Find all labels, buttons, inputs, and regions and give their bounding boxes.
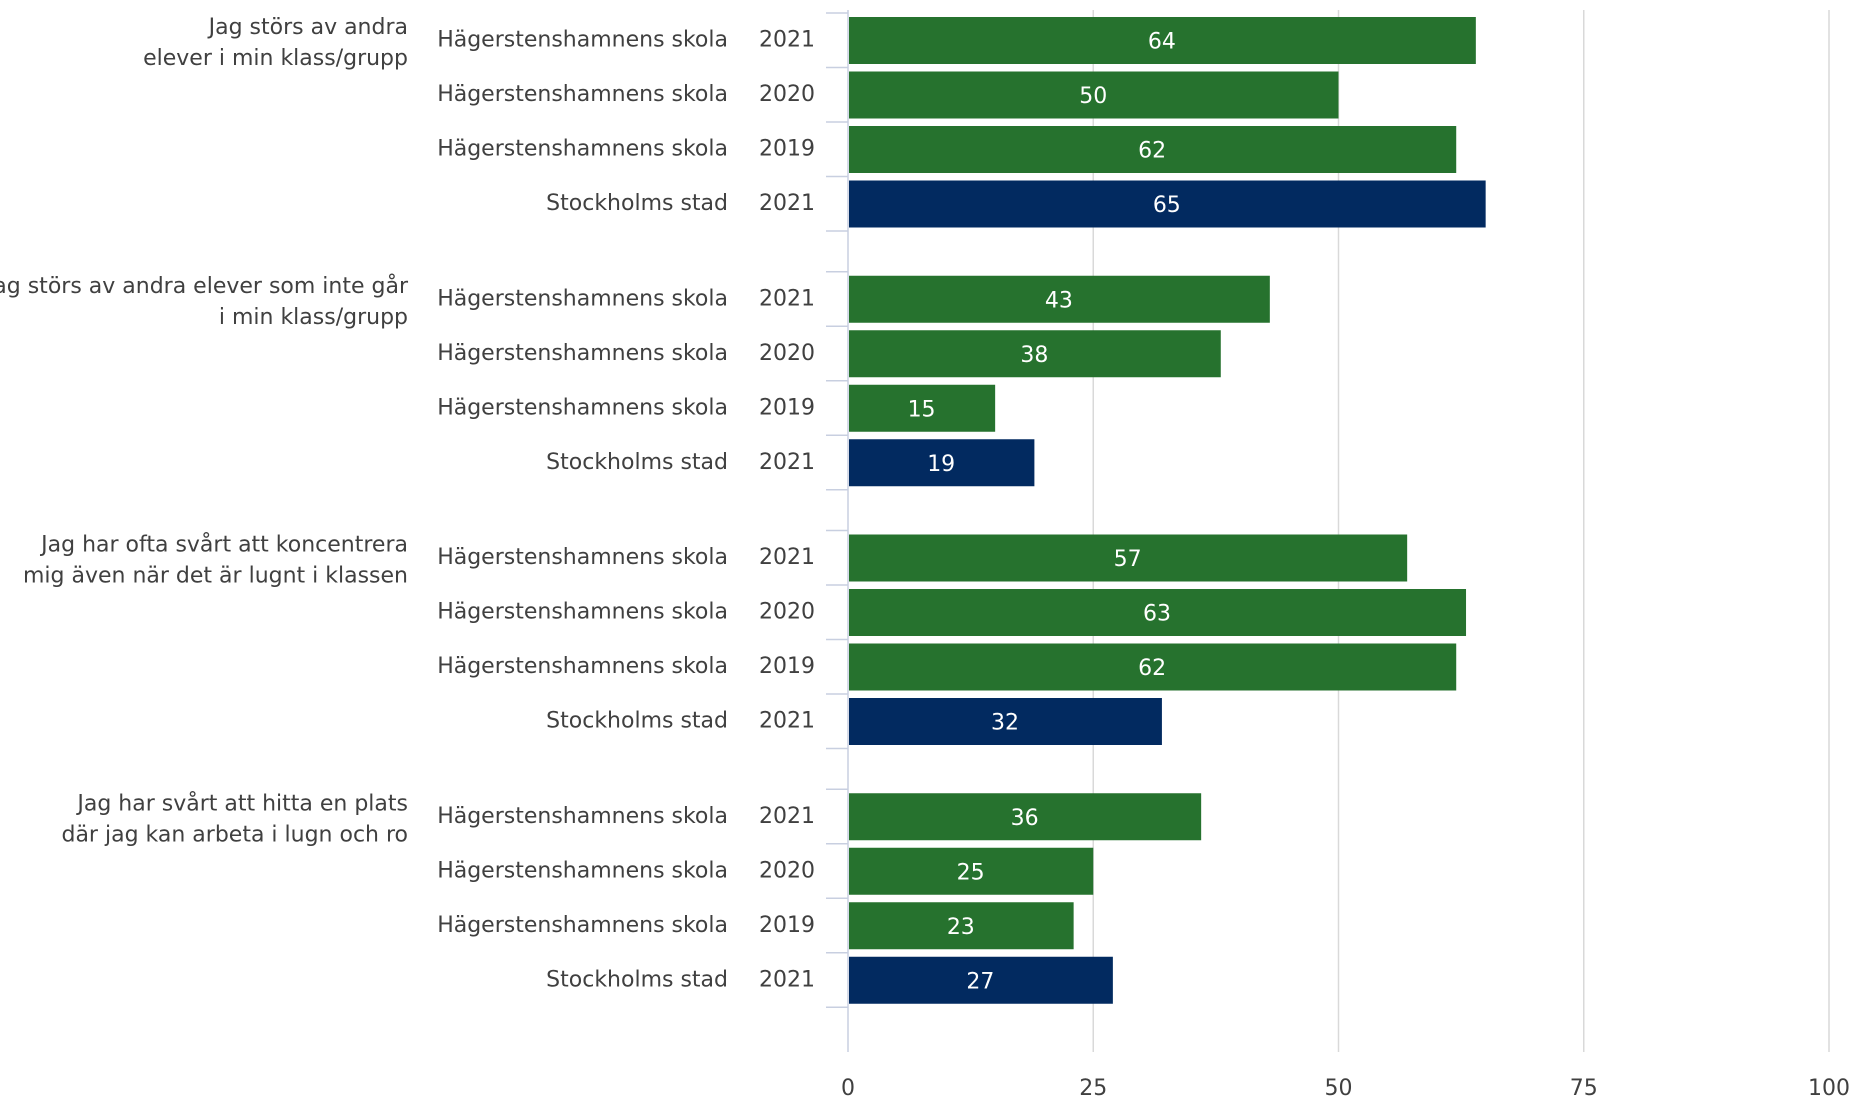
row-year-label: 2021 bbox=[759, 450, 815, 475]
bar-value-label: 65 bbox=[1153, 193, 1181, 218]
group-label: Jag störs av andra elever som inte går bbox=[0, 273, 409, 299]
row-year-label: 2021 bbox=[759, 286, 815, 311]
row-year-label: 2020 bbox=[759, 600, 815, 625]
bar-value-label: 38 bbox=[1020, 343, 1048, 368]
row-name-label: Hägerstenshamnens skola bbox=[437, 804, 728, 829]
bar bbox=[849, 534, 1408, 582]
bar bbox=[849, 643, 1457, 691]
bar bbox=[849, 180, 1486, 228]
bar bbox=[849, 71, 1339, 119]
bar bbox=[849, 589, 1467, 636]
bar-value-label: 25 bbox=[957, 860, 985, 885]
bar-value-label: 43 bbox=[1045, 288, 1073, 313]
row-year-label: 2019 bbox=[759, 654, 815, 679]
group-label: där jag kan arbeta i lugn och ro bbox=[61, 822, 408, 847]
labels: Jag störs av andra elever i min klass/gru… bbox=[0, 15, 1181, 994]
row-year-label: 2021 bbox=[759, 28, 815, 53]
bar bbox=[849, 330, 1221, 378]
row-name-label: Hägerstenshamnens skola bbox=[437, 395, 728, 420]
bar-value-label: 27 bbox=[966, 969, 994, 994]
bar bbox=[849, 956, 1113, 1004]
group-label: Jag har ofta svårt att koncentrera bbox=[39, 532, 408, 558]
bar-value-label: 19 bbox=[927, 452, 955, 477]
bar-value-label: 62 bbox=[1138, 139, 1166, 164]
bar bbox=[849, 126, 1457, 173]
row-name-label: Hägerstenshamnens skola bbox=[437, 913, 728, 938]
group-label: mig även när det är lugnt i klassen bbox=[23, 564, 408, 589]
row-name-label: Hägerstenshamnens skola bbox=[437, 286, 728, 311]
row-year-label: 2021 bbox=[759, 545, 815, 570]
y-axis bbox=[826, 10, 849, 1052]
row-name-label: Hägerstenshamnens skola bbox=[437, 600, 728, 625]
row-year-label: 2020 bbox=[759, 858, 815, 883]
row-name-label: Hägerstenshamnens skola bbox=[437, 341, 728, 366]
x-tick-label: 100 bbox=[1808, 1076, 1850, 1098]
bar bbox=[849, 847, 1094, 895]
row-year-label: 2021 bbox=[759, 804, 815, 829]
bar bbox=[849, 793, 1202, 841]
bar-value-label: 64 bbox=[1148, 30, 1176, 55]
bar-value-label: 62 bbox=[1138, 656, 1166, 681]
bar bbox=[849, 902, 1074, 950]
x-tick-label: 0 bbox=[841, 1076, 855, 1098]
x-tick-label: 50 bbox=[1325, 1076, 1353, 1098]
group-label: elever i min klass/grupp bbox=[143, 46, 408, 71]
row-name-label: Hägerstenshamnens skola bbox=[437, 654, 728, 679]
row-year-label: 2021 bbox=[759, 967, 815, 992]
bar-value-label: 57 bbox=[1114, 547, 1142, 572]
bar bbox=[849, 698, 1162, 745]
row-name-label: Stockholms stad bbox=[546, 967, 728, 992]
row-year-label: 2021 bbox=[759, 191, 815, 216]
row-name-label: Hägerstenshamnens skola bbox=[437, 858, 728, 883]
bar-value-label: 36 bbox=[1011, 806, 1039, 831]
bar bbox=[849, 439, 1035, 487]
row-year-label: 2019 bbox=[759, 395, 815, 420]
bar bbox=[849, 384, 996, 432]
group-label: i min klass/grupp bbox=[219, 305, 408, 330]
row-name-label: Hägerstenshamnens skola bbox=[437, 82, 728, 107]
x-tick-label: 25 bbox=[1079, 1076, 1107, 1098]
bar bbox=[849, 17, 1476, 64]
row-name-label: Hägerstenshamnens skola bbox=[437, 137, 728, 162]
bar-value-label: 15 bbox=[908, 397, 936, 422]
row-year-label: 2019 bbox=[759, 913, 815, 938]
bar-value-label: 32 bbox=[991, 711, 1019, 736]
bar bbox=[849, 275, 1270, 323]
row-name-label: Hägerstenshamnens skola bbox=[437, 545, 728, 570]
group-label: Jag har svårt att hitta en plats bbox=[75, 790, 408, 816]
bars bbox=[849, 17, 1486, 1004]
bar-value-label: 50 bbox=[1079, 84, 1107, 109]
bar-value-label: 23 bbox=[947, 915, 975, 940]
row-name-label: Stockholms stad bbox=[546, 191, 728, 216]
group-label: Jag störs av andra bbox=[207, 15, 408, 40]
row-name-label: Stockholms stad bbox=[546, 709, 728, 734]
row-name-label: Hägerstenshamnens skola bbox=[437, 28, 728, 53]
row-year-label: 2021 bbox=[759, 709, 815, 734]
row-year-label: 2020 bbox=[759, 82, 815, 107]
row-year-label: 2019 bbox=[759, 137, 815, 162]
row-name-label: Stockholms stad bbox=[546, 450, 728, 475]
x-tick-label: 75 bbox=[1570, 1076, 1598, 1098]
x-axis-ticks: 0 25 50 75 100 bbox=[841, 1076, 1850, 1098]
row-year-label: 2020 bbox=[759, 341, 815, 366]
bar-value-label: 63 bbox=[1143, 602, 1171, 627]
